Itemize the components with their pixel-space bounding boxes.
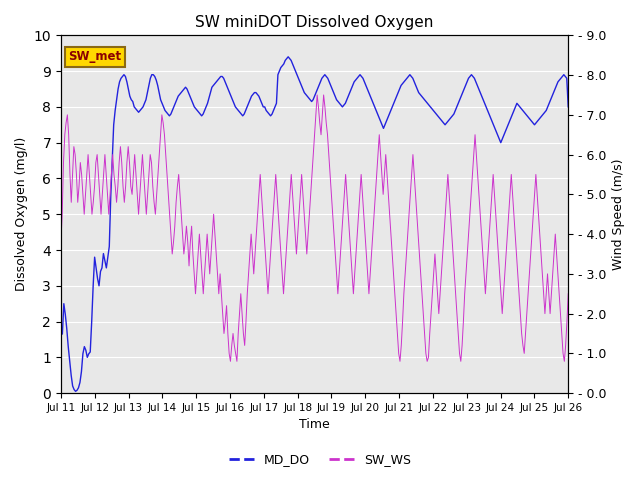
Y-axis label: Wind Speed (m/s): Wind Speed (m/s) — [612, 158, 625, 270]
Title: SW miniDOT Dissolved Oxygen: SW miniDOT Dissolved Oxygen — [195, 15, 434, 30]
Line: SW_WS: SW_WS — [61, 95, 568, 361]
MD_DO — [510, 108, 518, 113]
Legend: MD_DO, SW_WS: MD_DO, SW_WS — [224, 448, 416, 471]
MD_DO — [269, 108, 277, 113]
SW_WS — [170, 239, 177, 245]
MD_DO — [57, 326, 65, 332]
X-axis label: Time: Time — [299, 419, 330, 432]
MD_DO — [564, 104, 572, 110]
SW_WS — [335, 271, 343, 277]
MD_DO — [202, 104, 210, 110]
MD_DO — [413, 86, 421, 92]
SW_WS — [307, 192, 314, 197]
SW_WS — [60, 160, 67, 166]
MD_DO — [433, 111, 440, 117]
SW_WS — [268, 231, 276, 237]
Line: MD_DO: MD_DO — [61, 57, 568, 391]
SW_WS — [227, 359, 234, 364]
SW_WS — [564, 291, 572, 297]
MD_DO — [324, 75, 332, 81]
SW_WS — [558, 331, 566, 336]
SW_WS — [57, 239, 65, 245]
Y-axis label: Dissolved Oxygen (mg/l): Dissolved Oxygen (mg/l) — [15, 137, 28, 291]
MD_DO — [72, 388, 79, 394]
SW_WS — [314, 92, 321, 98]
Text: SW_met: SW_met — [68, 50, 122, 63]
MD_DO — [284, 54, 292, 60]
